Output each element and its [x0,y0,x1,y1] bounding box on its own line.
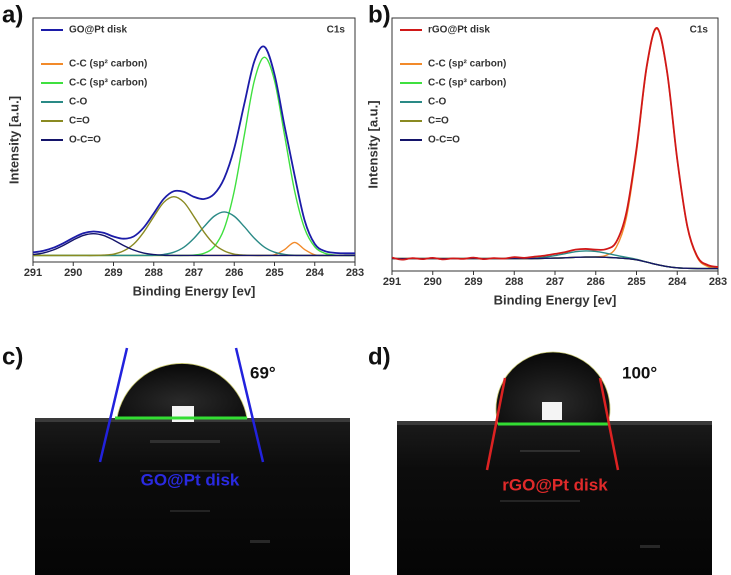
legend-label: C-O [69,97,88,108]
x-tick-label: 290 [424,276,442,288]
series-line [391,27,719,268]
angle-label: 100° [622,363,657,382]
x-axis-label: Binding Energy [ev] [494,292,617,307]
annotation: C1s [690,25,709,36]
caption: rGO@Pt disk [502,475,608,494]
panel-label: c) [2,343,23,370]
y-axis-label: Intensity [a.u.] [6,96,21,184]
tangent [98,347,129,463]
tangent [234,347,265,463]
legend-label: C=O [69,116,90,127]
series-line [33,241,355,257]
legend-label: C-C (sp³ carbon) [428,78,506,89]
annotation: C1s [327,25,346,36]
reflection [172,406,194,422]
angle-label: 69° [250,363,276,382]
x-tick-label: 289 [464,276,482,288]
x-tick-label: 291 [24,267,42,279]
texture [140,440,270,543]
legend-label: O-C=O [69,135,101,146]
x-tick-label: 287 [546,276,564,288]
tangent [598,377,620,471]
photo-c: c) 69° GO@Pt disk [2,343,350,575]
reflection [542,402,562,420]
legend-label: rGO@Pt disk [428,25,490,36]
panel-label: a) [2,1,23,28]
x-tick-label: 285 [265,267,283,279]
legend-label: C-C (sp³ carbon) [69,78,147,89]
tangent [485,377,507,471]
x-axis-label: Binding Energy [ev] [133,283,256,298]
x-tick-label: 287 [185,267,203,279]
series-line [32,232,355,257]
legend-label: C-C (sp² carbon) [428,59,506,70]
substrate [35,420,350,575]
legend-label: C-C (sp² carbon) [69,59,147,70]
x-tick-label: 285 [627,276,645,288]
x-tick-label: 286 [225,267,243,279]
legend-label: O-C=O [428,135,460,146]
substrate [397,424,712,575]
legend-label: GO@Pt disk [69,25,128,36]
x-tick-label: 284 [306,267,325,279]
x-tick-label: 286 [587,276,605,288]
x-tick-label: 283 [346,267,364,279]
panel-label: d) [368,343,391,370]
photo-d: d) 100° rGO@Pt disk [368,343,712,575]
panel-label: b) [368,1,391,28]
legend-label: C=O [428,116,449,127]
legend-label: C-O [428,97,447,108]
series-line [32,45,356,255]
caption: GO@Pt disk [141,470,240,489]
x-tick-label: 291 [383,276,401,288]
chart: 291 290 289 288 287 286 285 284 283 Binding Energ… [365,1,727,307]
x-tick-label: 289 [104,267,122,279]
x-tick-label: 288 [505,276,523,288]
x-tick-label: 283 [709,276,727,288]
x-tick-label: 290 [64,267,82,279]
y-axis-label: Intensity [a.u.] [365,100,380,188]
chart: 291 290 289 288 287 286 285 284 283 Binding Energ… [2,1,364,298]
x-tick-label: 288 [145,267,163,279]
droplet [116,363,248,419]
texture [500,450,660,548]
x-tick-label: 284 [668,276,687,288]
droplet [495,351,611,425]
